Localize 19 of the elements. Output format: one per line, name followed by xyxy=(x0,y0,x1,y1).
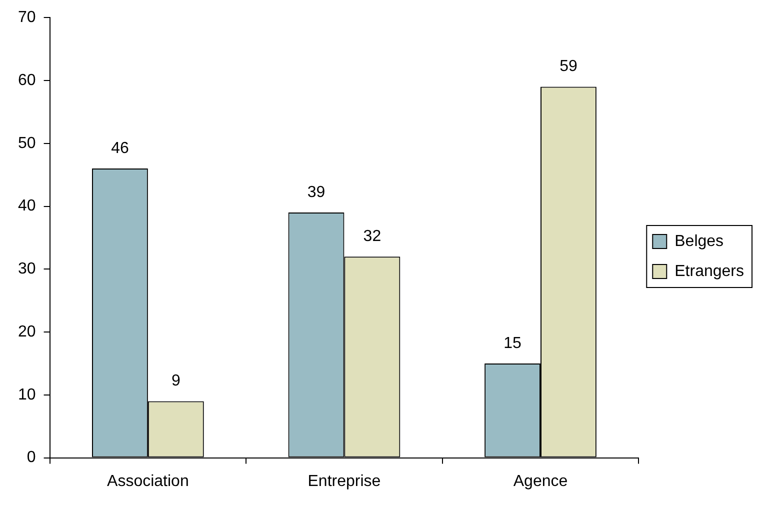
y-tick-label: 70 xyxy=(18,9,36,26)
y-tick-label: 10 xyxy=(18,386,36,404)
y-tick-label: 30 xyxy=(18,260,36,278)
data-label: 32 xyxy=(363,228,382,245)
y-tick-label: 60 xyxy=(18,72,36,89)
x-tick-label: Association xyxy=(107,472,189,490)
y-tick-label: 50 xyxy=(18,134,36,152)
data-label: 39 xyxy=(307,184,326,201)
y-tick-label: 0 xyxy=(26,449,36,466)
x-tick-label: Agence xyxy=(513,472,568,490)
data-label: 59 xyxy=(560,58,578,76)
data-label: 46 xyxy=(111,140,129,157)
data-label: 15 xyxy=(504,334,522,352)
x-tick-label: Entreprise xyxy=(308,472,381,490)
y-tick-label: 40 xyxy=(18,198,36,215)
data-label: 9 xyxy=(171,372,180,390)
legend-label: Etrangers xyxy=(674,262,744,280)
legend-label: Belges xyxy=(674,232,724,250)
y-tick-label: 20 xyxy=(18,323,36,340)
